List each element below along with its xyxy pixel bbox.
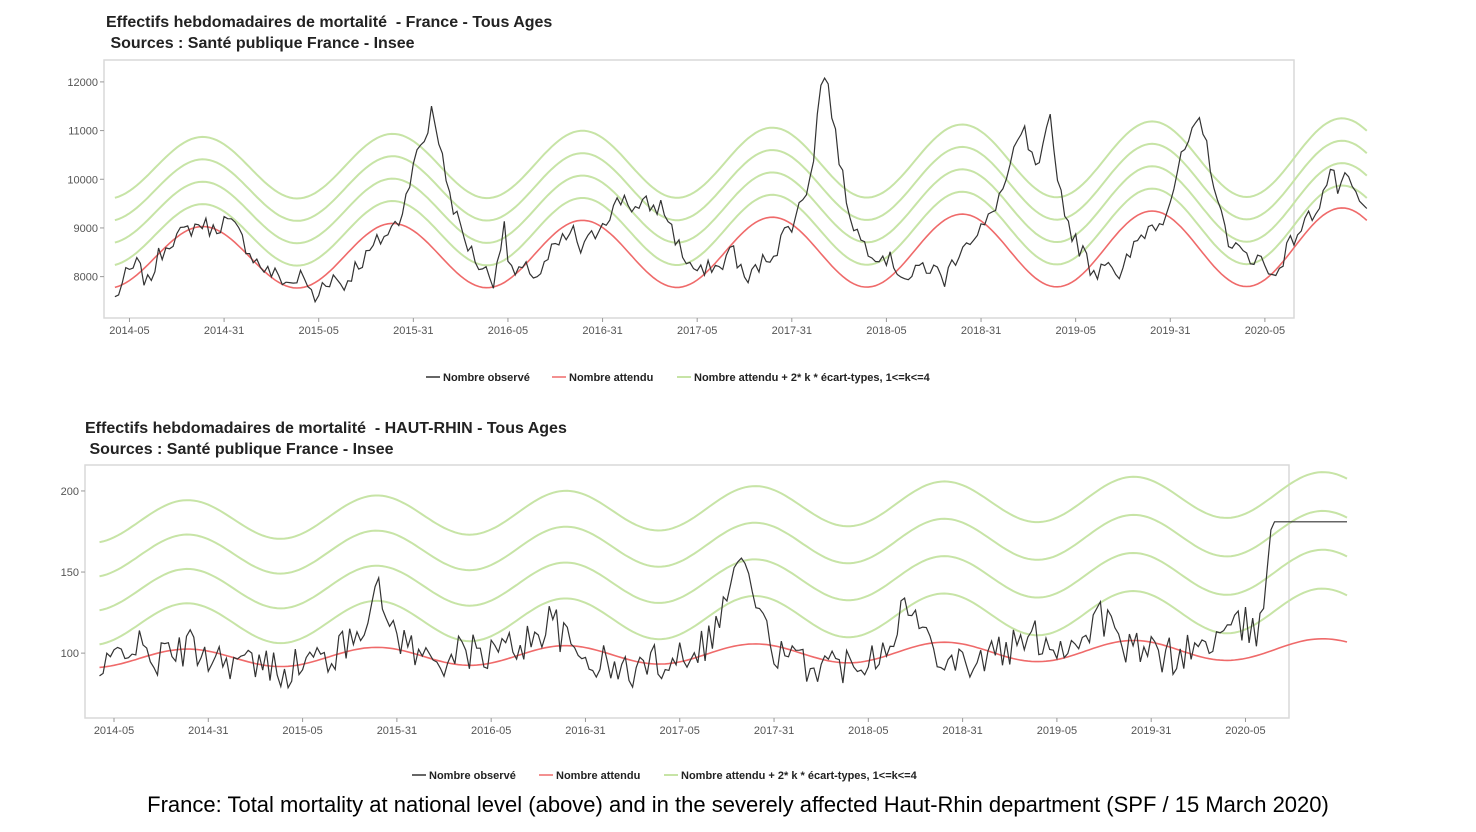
- y-tick-label: 12000: [67, 77, 98, 89]
- plot-panel: [84, 464, 1290, 719]
- expected-line: [99, 637, 1348, 669]
- legend-observed-label: Nombre observé: [429, 770, 516, 782]
- legend-expected-label: Nombre attendu: [556, 770, 640, 782]
- chart1-legend: Nombre observé Nombre attendu Nombre att…: [426, 372, 931, 384]
- x-tick-label: 2016-05: [471, 725, 511, 737]
- x-tick-label: 2018-05: [848, 725, 888, 737]
- expected-line: [114, 207, 1368, 289]
- legend-bands-label: Nombre attendu + 2* k * écart-types, 1<=…: [681, 770, 918, 782]
- band-line-k3: [99, 509, 1348, 578]
- x-tick-label: 2017-05: [677, 325, 717, 337]
- x-tick-label: 2014-31: [188, 725, 228, 737]
- x-tick-label: 2017-31: [754, 725, 794, 737]
- x-tick-label: 2016-05: [488, 325, 528, 337]
- chart2-subtitle: Sources : Santé publique France - Insee: [85, 441, 394, 458]
- x-tick-label: 2020-05: [1245, 325, 1285, 337]
- x-tick-label: 2018-31: [942, 725, 982, 737]
- x-tick-label: 2018-31: [961, 325, 1001, 337]
- band-line-k3: [114, 139, 1368, 222]
- x-tick-label: 2015-31: [393, 325, 433, 337]
- legend-observed-label: Nombre observé: [443, 372, 530, 384]
- y-tick-label: 11000: [68, 126, 98, 138]
- x-tick-label: 2019-05: [1055, 325, 1095, 337]
- x-tick-label: 2014-05: [109, 325, 149, 337]
- x-tick-label: 2020-05: [1225, 725, 1265, 737]
- observed-line: [99, 521, 1347, 690]
- y-tick-label: 100: [61, 648, 79, 660]
- chart1-title: Effectifs hebdomadaires de mortalité - F…: [106, 14, 553, 31]
- band-line-k4: [99, 471, 1348, 544]
- legend-bands-label: Nombre attendu + 2* k * écart-types, 1<=…: [694, 372, 931, 384]
- figure-caption: France: Total mortality at national leve…: [147, 792, 1329, 817]
- x-tick-label: 2019-05: [1037, 725, 1077, 737]
- y-tick-label: 8000: [74, 272, 98, 284]
- x-tick-label: 2015-05: [282, 725, 322, 737]
- x-tick-label: 2018-05: [866, 325, 906, 337]
- france-chart: 8000 9000 10000 11000 12000 2014-05 2014-31 201…: [67, 59, 1368, 337]
- y-tick-label: 200: [61, 486, 79, 498]
- y-tick-label: 10000: [67, 174, 98, 186]
- y-tick-label: 150: [61, 567, 79, 579]
- charts-canvas: 8000 9000 10000 11000 12000 2014-05 2014-31 201…: [61, 59, 1368, 782]
- observed-line: [114, 76, 1368, 304]
- y-tick-label: 9000: [74, 223, 98, 235]
- band-line-k2: [99, 548, 1348, 612]
- band-line-k1: [99, 587, 1348, 646]
- band-line-k1: [114, 184, 1368, 267]
- band-line-k2: [114, 162, 1368, 245]
- x-tick-label: 2014-31: [204, 325, 244, 337]
- x-tick-label: 2016-31: [565, 725, 605, 737]
- chart2-title: Effectifs hebdomadaires de mortalité - H…: [85, 420, 567, 437]
- band-line-k4: [114, 117, 1368, 200]
- x-tick-label: 2019-31: [1131, 725, 1171, 737]
- x-tick-label: 2017-05: [660, 725, 700, 737]
- chart1-subtitle: Sources : Santé publique France - Insee: [106, 35, 415, 52]
- legend-expected-label: Nombre attendu: [569, 372, 653, 384]
- x-tick-label: 2019-31: [1150, 325, 1190, 337]
- x-tick-label: 2017-31: [772, 325, 812, 337]
- haut-rhin-chart: 100 150 200 2014-05 2014-31 2015-05 2015-31 201…: [61, 464, 1348, 737]
- x-tick-label: 2016-31: [582, 325, 622, 337]
- chart2-legend: Nombre observé Nombre attendu Nombre att…: [412, 770, 918, 782]
- x-tick-label: 2015-05: [299, 325, 339, 337]
- x-tick-label: 2014-05: [94, 725, 134, 737]
- x-tick-label: 2015-31: [377, 725, 417, 737]
